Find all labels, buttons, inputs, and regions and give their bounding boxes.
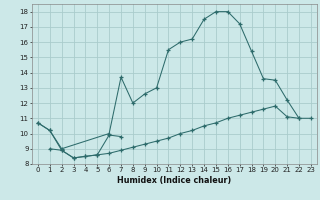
X-axis label: Humidex (Indice chaleur): Humidex (Indice chaleur) xyxy=(117,176,232,185)
